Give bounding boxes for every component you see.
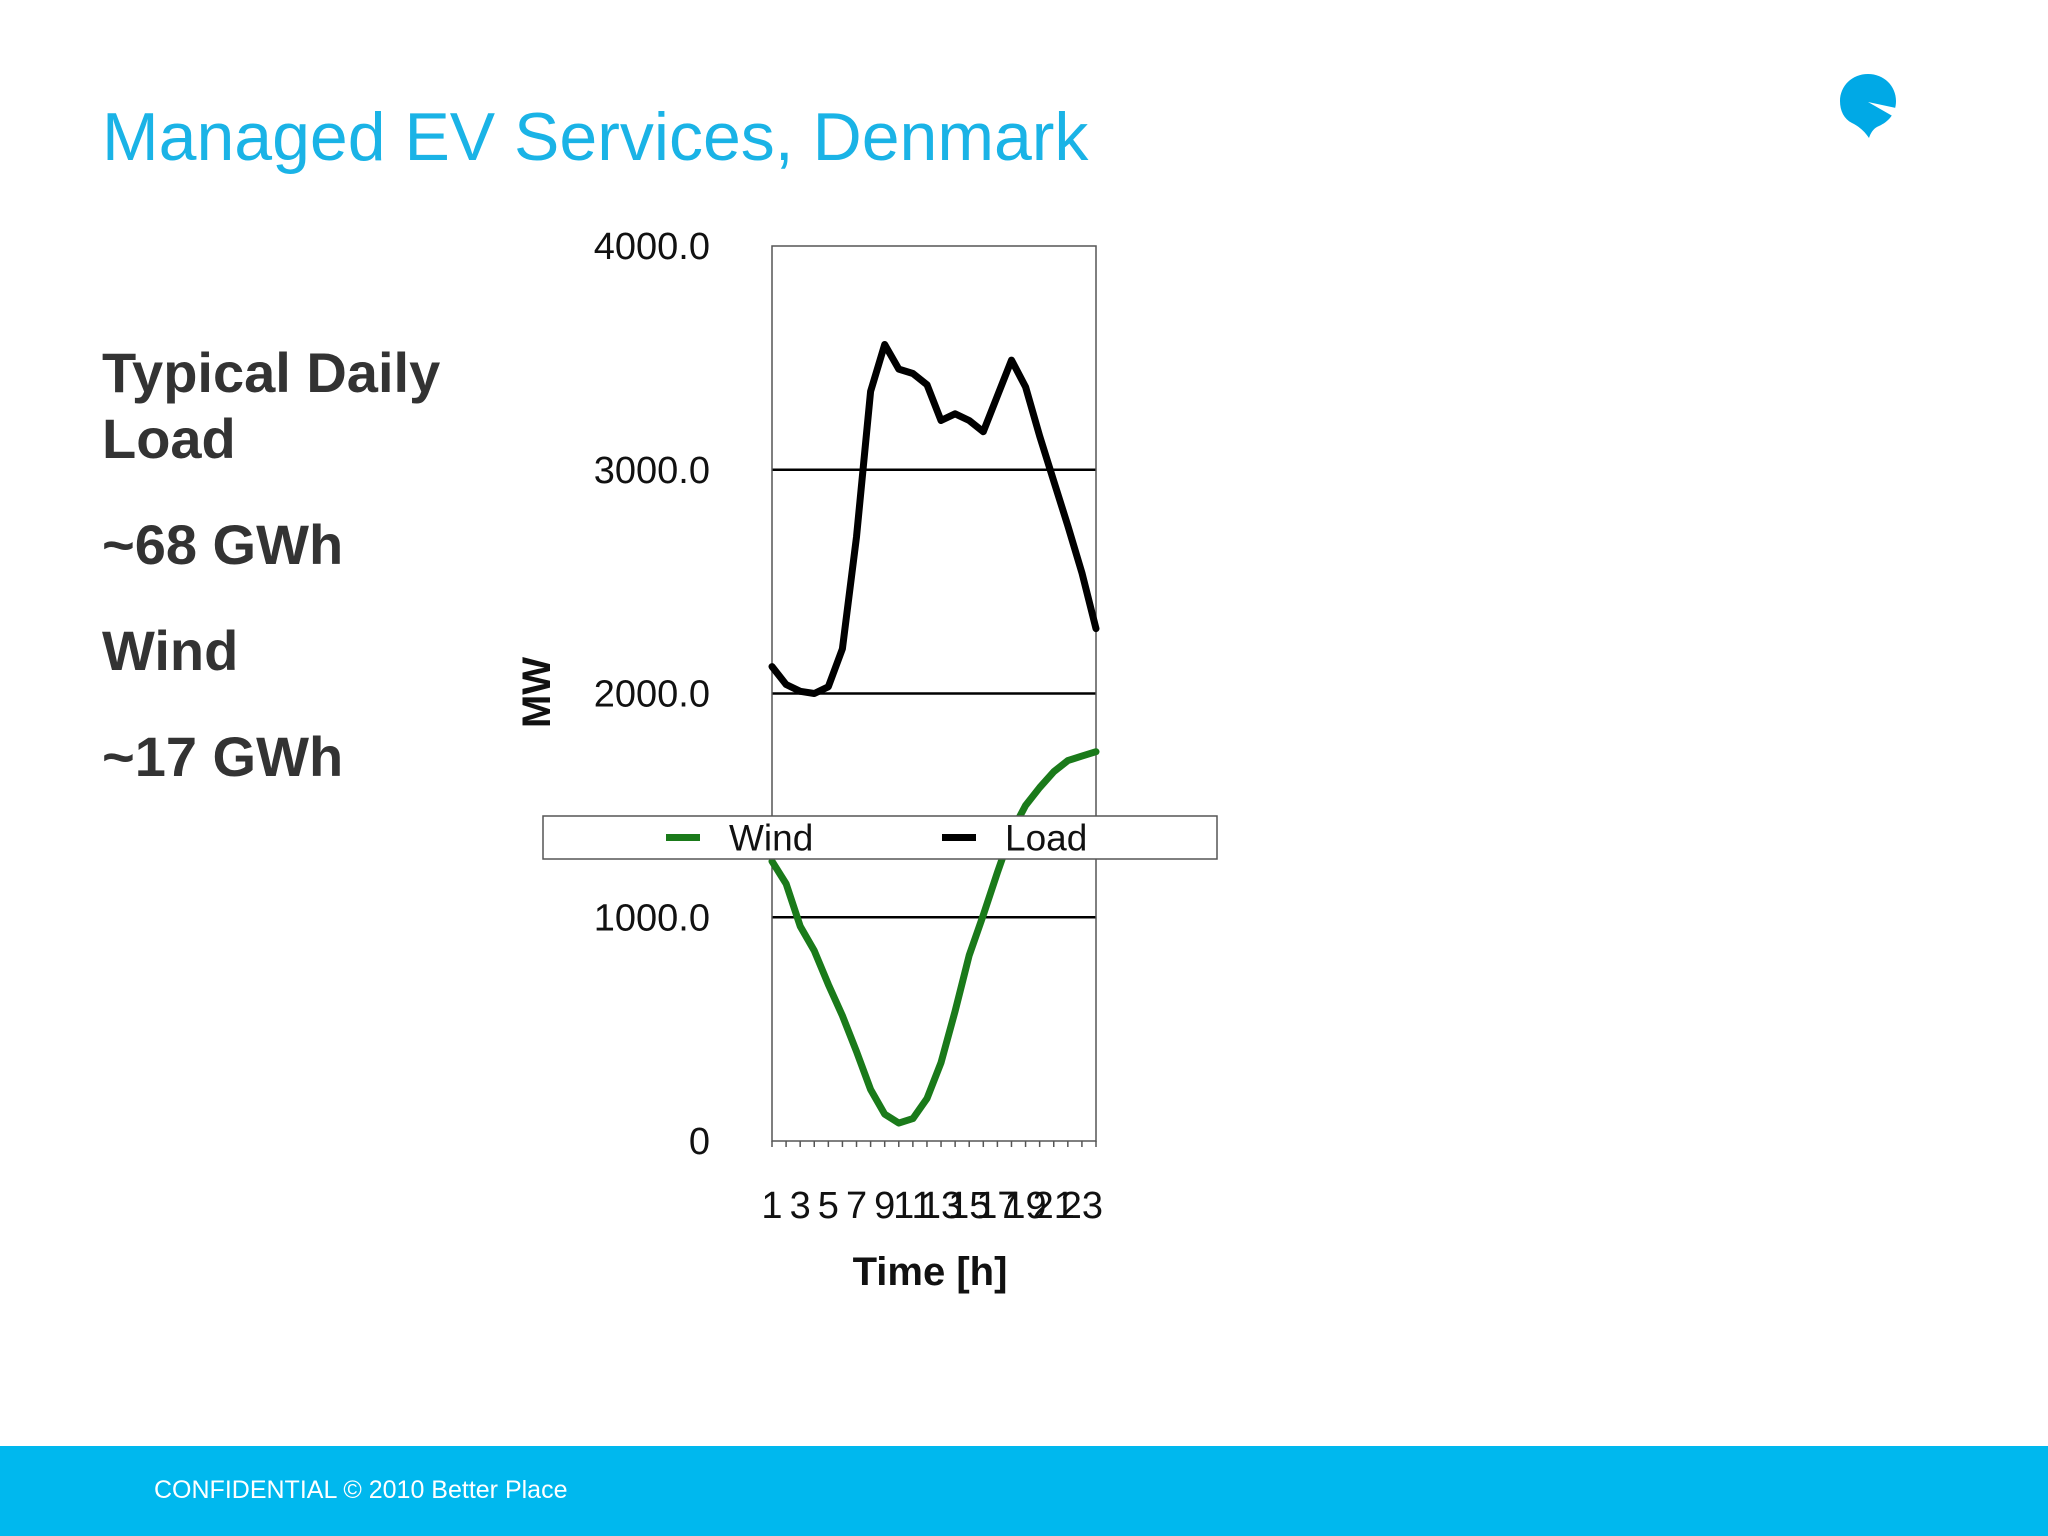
x-tick-label: 17 (976, 1185, 1018, 1227)
y-tick-label: 0 (689, 1121, 710, 1163)
legend-label-wind: Wind (729, 818, 813, 859)
x-tick-label: 23 (1061, 1185, 1103, 1227)
series-lines (768, 341, 1100, 1127)
x-tick-label: 11 (893, 1185, 932, 1227)
y-axis-title: MW (515, 657, 559, 728)
footer-bar: CONFIDENTIAL © 2010 Better Place (0, 1446, 2048, 1536)
series-line-load (768, 341, 1100, 697)
legend-box (542, 815, 1218, 860)
x-tick-label: 3 (790, 1185, 811, 1227)
logo-drop-shape (1840, 74, 1896, 138)
stat-load-label: Typical Daily Load (102, 341, 441, 470)
y-tick-label: 1000.0 (594, 897, 710, 939)
legend-label-load: Load (1005, 818, 1087, 859)
y-tick-label: 3000.0 (594, 450, 710, 492)
y-tick-label: 4000.0 (594, 226, 710, 268)
x-tick-label: 19 (1004, 1185, 1046, 1227)
slide-title: Managed EV Services, Denmark (102, 99, 1089, 175)
x-tick-label: 21 (1033, 1185, 1075, 1227)
stats-panel: Typical Daily Load ~68 GWh Wind ~17 GWh (102, 340, 522, 830)
y-tick-label: 2000.0 (594, 674, 710, 716)
x-tick-label: 13 (920, 1185, 962, 1227)
stat-load-value: ~68 GWh (102, 513, 344, 576)
x-tick-label: 15 (948, 1185, 990, 1227)
x-tick-label: 7 (846, 1185, 867, 1227)
x-axis-title: Time [h] (853, 1250, 1008, 1294)
logo-notch (1868, 102, 1896, 118)
grid-lines (772, 468, 1096, 919)
footer-copyright: CONFIDENTIAL © 2010 Better Place (154, 1476, 568, 1504)
x-tick-label: 9 (874, 1185, 895, 1227)
plot-area-frame (771, 245, 1097, 1142)
stat-wind-label: Wind (102, 619, 239, 682)
series-line-wind (768, 748, 1100, 1127)
better-place-logo-icon (1840, 74, 1896, 138)
x-tick-label: 5 (818, 1185, 839, 1227)
stat-wind-value: ~17 GWh (102, 725, 344, 788)
chart-legend: Wind Load (542, 815, 1218, 860)
x-tick-label: 1 (761, 1185, 782, 1227)
